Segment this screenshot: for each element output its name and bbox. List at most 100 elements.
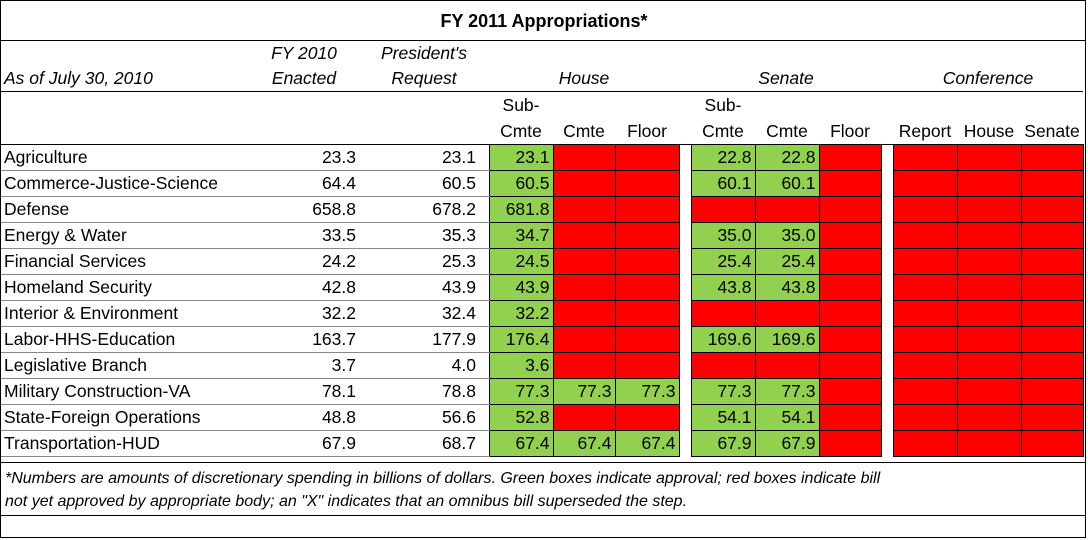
table-row: Labor-HHS-Education 163.7 177.9 176.4 169.6 1… xyxy=(1,326,1084,353)
senate-status-cell: 54.1 xyxy=(754,404,820,431)
senate-status-cell xyxy=(818,170,882,197)
conference-status-cell xyxy=(956,222,1022,249)
spacer xyxy=(359,300,369,327)
spacer xyxy=(359,404,369,431)
spacer xyxy=(479,404,489,431)
request-value: 56.6 xyxy=(369,404,479,431)
senate-status-cell xyxy=(690,352,756,379)
house-status-cell xyxy=(614,274,680,301)
spacer xyxy=(359,378,369,405)
spacer xyxy=(881,144,893,171)
spacer xyxy=(881,222,893,249)
spacer xyxy=(359,196,369,223)
request-value: 68.7 xyxy=(369,430,479,457)
house-status-cell xyxy=(614,404,680,431)
spacer xyxy=(479,274,489,301)
conference-status-cell xyxy=(892,170,958,197)
table-row: Homeland Security 42.8 43.9 43.9 43.8 43.8 xyxy=(1,274,1084,301)
spacer xyxy=(881,248,893,275)
row-label: Agriculture xyxy=(1,144,249,171)
house-status-cell xyxy=(552,326,616,353)
house-status-cell xyxy=(614,144,680,171)
conference-report-header: Report xyxy=(893,118,957,145)
conference-status-cell xyxy=(1020,222,1084,249)
house-status-cell xyxy=(552,196,616,223)
conference-status-cell xyxy=(892,430,958,457)
senate-status-cell: 169.6 xyxy=(690,326,756,353)
fy2010-value: 64.4 xyxy=(249,170,359,197)
spacer xyxy=(359,144,369,171)
senate-status-cell: 35.0 xyxy=(754,222,820,249)
request-value: 78.8 xyxy=(369,378,479,405)
fy2010-header-line1: FY 2010 xyxy=(271,43,337,63)
senate-status-cell: 25.4 xyxy=(690,248,756,275)
senate-floor-header: Floor xyxy=(819,118,881,145)
house-status-cell xyxy=(552,144,616,171)
senate-status-cell xyxy=(818,404,882,431)
conference-status-cell xyxy=(1020,170,1084,197)
senate-header: Senate xyxy=(691,66,881,92)
spacer xyxy=(479,326,489,353)
spacer xyxy=(479,170,489,197)
conference-status-cell xyxy=(956,144,1022,171)
spacer xyxy=(881,430,893,457)
conference-status-cell xyxy=(1020,430,1084,457)
fy2010-value: 67.9 xyxy=(249,430,359,457)
conference-status-cell xyxy=(1020,352,1084,379)
conference-status-cell xyxy=(892,248,958,275)
fy2010-value: 163.7 xyxy=(249,326,359,353)
house-status-cell: 43.9 xyxy=(488,274,554,301)
spacer xyxy=(359,274,369,301)
house-status-cell xyxy=(614,326,680,353)
spacer xyxy=(479,430,489,457)
conference-status-cell xyxy=(892,196,958,223)
fy2010-value: 32.2 xyxy=(249,300,359,327)
house-cmte-header: Cmte xyxy=(553,118,615,145)
as-of-date: As of July 30, 2010 xyxy=(1,66,249,92)
footnote-line2: not yet approved by appropriate body; an… xyxy=(5,493,688,510)
senate-status-cell: 77.3 xyxy=(754,378,820,405)
house-status-cell: 3.6 xyxy=(488,352,554,379)
spacer xyxy=(679,222,691,249)
house-status-cell xyxy=(552,274,616,301)
house-status-cell xyxy=(552,352,616,379)
conference-status-cell xyxy=(956,404,1022,431)
senate-status-cell: 60.1 xyxy=(690,170,756,197)
house-status-cell xyxy=(552,222,616,249)
house-status-cell xyxy=(552,300,616,327)
conference-status-cell xyxy=(1020,404,1084,431)
request-value: 4.0 xyxy=(369,352,479,379)
senate-status-cell xyxy=(754,196,820,223)
house-status-cell: 23.1 xyxy=(488,144,554,171)
house-floor-header: Floor xyxy=(615,118,679,145)
fy2010-value: 33.5 xyxy=(249,222,359,249)
senate-status-cell: 169.6 xyxy=(754,326,820,353)
house-status-cell xyxy=(614,352,680,379)
spacer xyxy=(359,430,369,457)
spacer xyxy=(881,352,893,379)
spacer xyxy=(679,404,691,431)
house-status-cell: 67.4 xyxy=(552,430,616,457)
house-subcmte-line2: Cmte xyxy=(489,118,553,145)
table-row: Energy & Water 33.5 35.3 34.7 35.0 35.0 xyxy=(1,222,1084,249)
table-row: Financial Services 24.2 25.3 24.5 25.4 25.4 xyxy=(1,248,1084,275)
row-label: Legislative Branch xyxy=(1,352,249,379)
spacer xyxy=(679,274,691,301)
fy2010-value: 24.2 xyxy=(249,248,359,275)
row-label: State-Foreign Operations xyxy=(1,404,249,431)
senate-status-cell xyxy=(818,274,882,301)
table-row: Commerce-Justice-Science 64.4 60.5 60.5 60.1… xyxy=(1,170,1084,197)
senate-status-cell xyxy=(818,326,882,353)
senate-status-cell xyxy=(818,222,882,249)
conference-header: Conference xyxy=(893,66,1083,92)
senate-status-cell: 22.8 xyxy=(754,144,820,171)
house-status-cell: 77.3 xyxy=(614,378,680,405)
senate-status-cell: 77.3 xyxy=(690,378,756,405)
appropriations-table: FY 2010 President's As of July 30, 2010 … xyxy=(1,41,1084,457)
request-value: 60.5 xyxy=(369,170,479,197)
house-header: House xyxy=(489,66,679,92)
senate-status-cell: 60.1 xyxy=(754,170,820,197)
row-label: Interior & Environment xyxy=(1,300,249,327)
spacer xyxy=(881,170,893,197)
